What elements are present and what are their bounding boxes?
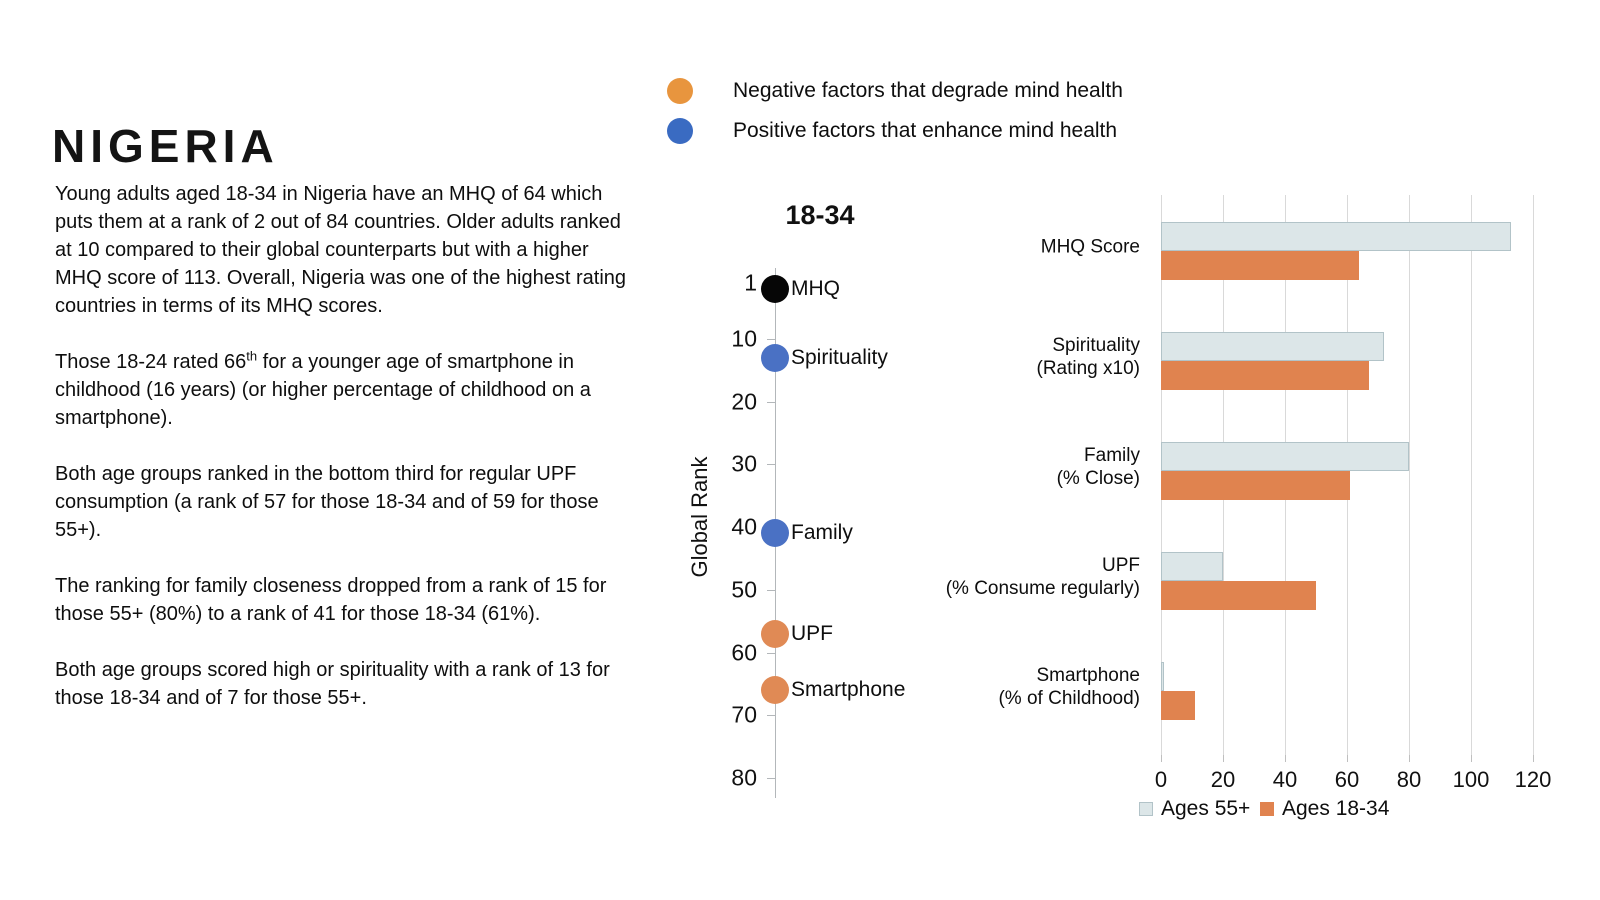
mhq-rank-dot: [761, 274, 789, 303]
mhq-rank-dot-label: MHQ: [791, 276, 840, 300]
upf-rank-dot-label: UPF: [791, 621, 833, 645]
axis-tick-x-0: [1161, 755, 1162, 762]
legend-negative-factors: Negative factors that degrade mind healt…: [667, 77, 1123, 105]
bar-55plus-4: [1161, 662, 1165, 691]
family-rank-dot-label: Family: [791, 521, 853, 545]
positive-factor-label: Positive factors that enhance mind healt…: [733, 119, 1118, 142]
x-tick-label-80: 80: [1396, 767, 1422, 792]
gridline-x-120: [1533, 195, 1534, 755]
rank-tick-label: 40: [731, 513, 757, 540]
x-tick-label-40: 40: [1272, 767, 1298, 792]
rank-tick-label: 30: [731, 450, 757, 477]
summary-text: Young adults aged 18-34 in Nigeria have …: [55, 180, 627, 740]
rank-tick-mark: [767, 652, 775, 654]
legend-positive-factors: Positive factors that enhance mind healt…: [667, 117, 1117, 145]
rank-tick-label: 1: [744, 269, 757, 296]
negative-factor-label: Negative factors that degrade mind healt…: [733, 79, 1123, 102]
bar-category-label-1: Spirituality (Rating x10): [1036, 335, 1141, 379]
family-rank-dot: [761, 519, 789, 548]
rank-tick-mark: [767, 715, 775, 717]
bar-18-34-0: [1161, 251, 1360, 280]
negative-factor-dot-icon: [667, 78, 693, 104]
ordinal-superscript: th: [246, 348, 258, 364]
gridline-x-100: [1471, 195, 1472, 755]
bar-18-34-4: [1161, 691, 1196, 720]
axis-tick-x-120: [1533, 755, 1534, 762]
bar-category-label-2: Family (% Close): [1056, 445, 1140, 489]
positive-factor-dot-icon: [667, 118, 693, 144]
rank-tick-label: 80: [731, 764, 757, 791]
spirituality-rank-dot-label: Spirituality: [791, 345, 888, 369]
ages-55plus-swatch-icon: [1139, 802, 1153, 816]
axis-tick-x-60: [1347, 755, 1348, 762]
page-title: NIGERIA: [52, 119, 279, 172]
axis-tick-x-20: [1223, 755, 1224, 762]
bar-18-34-2: [1161, 471, 1351, 500]
rank-chart-title: 18-34: [785, 200, 855, 230]
ages-55plus-label: Ages 55+: [1161, 797, 1251, 820]
bar-category-label-0: MHQ Score: [1040, 236, 1140, 258]
ages-18-34-label: Ages 18-34: [1282, 797, 1390, 820]
bar-category-label-3: UPF (% Consume regularly): [945, 555, 1140, 599]
smartphone-rank-dot: [761, 676, 789, 705]
bar-legend-ages-18-34: Ages 18-34: [1260, 797, 1389, 821]
x-tick-label-100: 100: [1452, 767, 1490, 792]
rank-tick-label: 50: [731, 576, 757, 603]
rank-tick-mark: [767, 401, 775, 403]
bar-18-34-1: [1161, 361, 1369, 390]
rank-tick-mark: [767, 464, 775, 466]
paragraph-upf-rank: Both age groups ranked in the bottom thi…: [55, 463, 599, 541]
bar-legend-ages-55plus: Ages 55+: [1139, 797, 1250, 821]
x-tick-label-120: 120: [1514, 767, 1552, 792]
rank-tick-label: 60: [731, 639, 757, 665]
bar-55plus-2: [1161, 442, 1409, 471]
bar-18-34-3: [1161, 581, 1316, 610]
rank-tick-mark: [767, 589, 775, 591]
paragraph-mhq-overview: Young adults aged 18-34 in Nigeria have …: [55, 183, 627, 317]
spirituality-rank-dot: [761, 343, 789, 372]
gridline-x-80: [1409, 195, 1410, 755]
axis-tick-x-80: [1409, 755, 1410, 762]
bar-55plus-0: [1161, 222, 1512, 251]
rank-tick-mark: [767, 339, 775, 341]
paragraph-family-rank: The ranking for family closeness dropped…: [55, 575, 607, 625]
paragraph-spirituality-rank: Both age groups scored high or spiritual…: [55, 659, 610, 709]
ages-18-34-swatch-icon: [1260, 802, 1274, 816]
axis-tick-x-100: [1471, 755, 1472, 762]
rank-tick-label: 10: [731, 325, 757, 352]
axis-tick-x-40: [1285, 755, 1286, 762]
bar-category-label-4: Smartphone (% of Childhood): [998, 665, 1140, 709]
smartphone-rank-dot-label: Smartphone: [791, 678, 906, 702]
bar-55plus-3: [1161, 552, 1223, 581]
rank-tick-label: 20: [731, 388, 757, 415]
x-tick-label-20: 20: [1210, 767, 1236, 792]
bar-55plus-1: [1161, 332, 1385, 361]
x-tick-label-0: 0: [1154, 767, 1168, 792]
rank-tick-mark: [767, 777, 775, 779]
paragraph-smartphone-rank: Those 18-24 rated 66th for a younger age…: [55, 348, 591, 429]
x-tick-label-60: 60: [1334, 767, 1360, 792]
rank-tick-label: 70: [731, 701, 757, 728]
upf-rank-dot: [761, 619, 789, 648]
